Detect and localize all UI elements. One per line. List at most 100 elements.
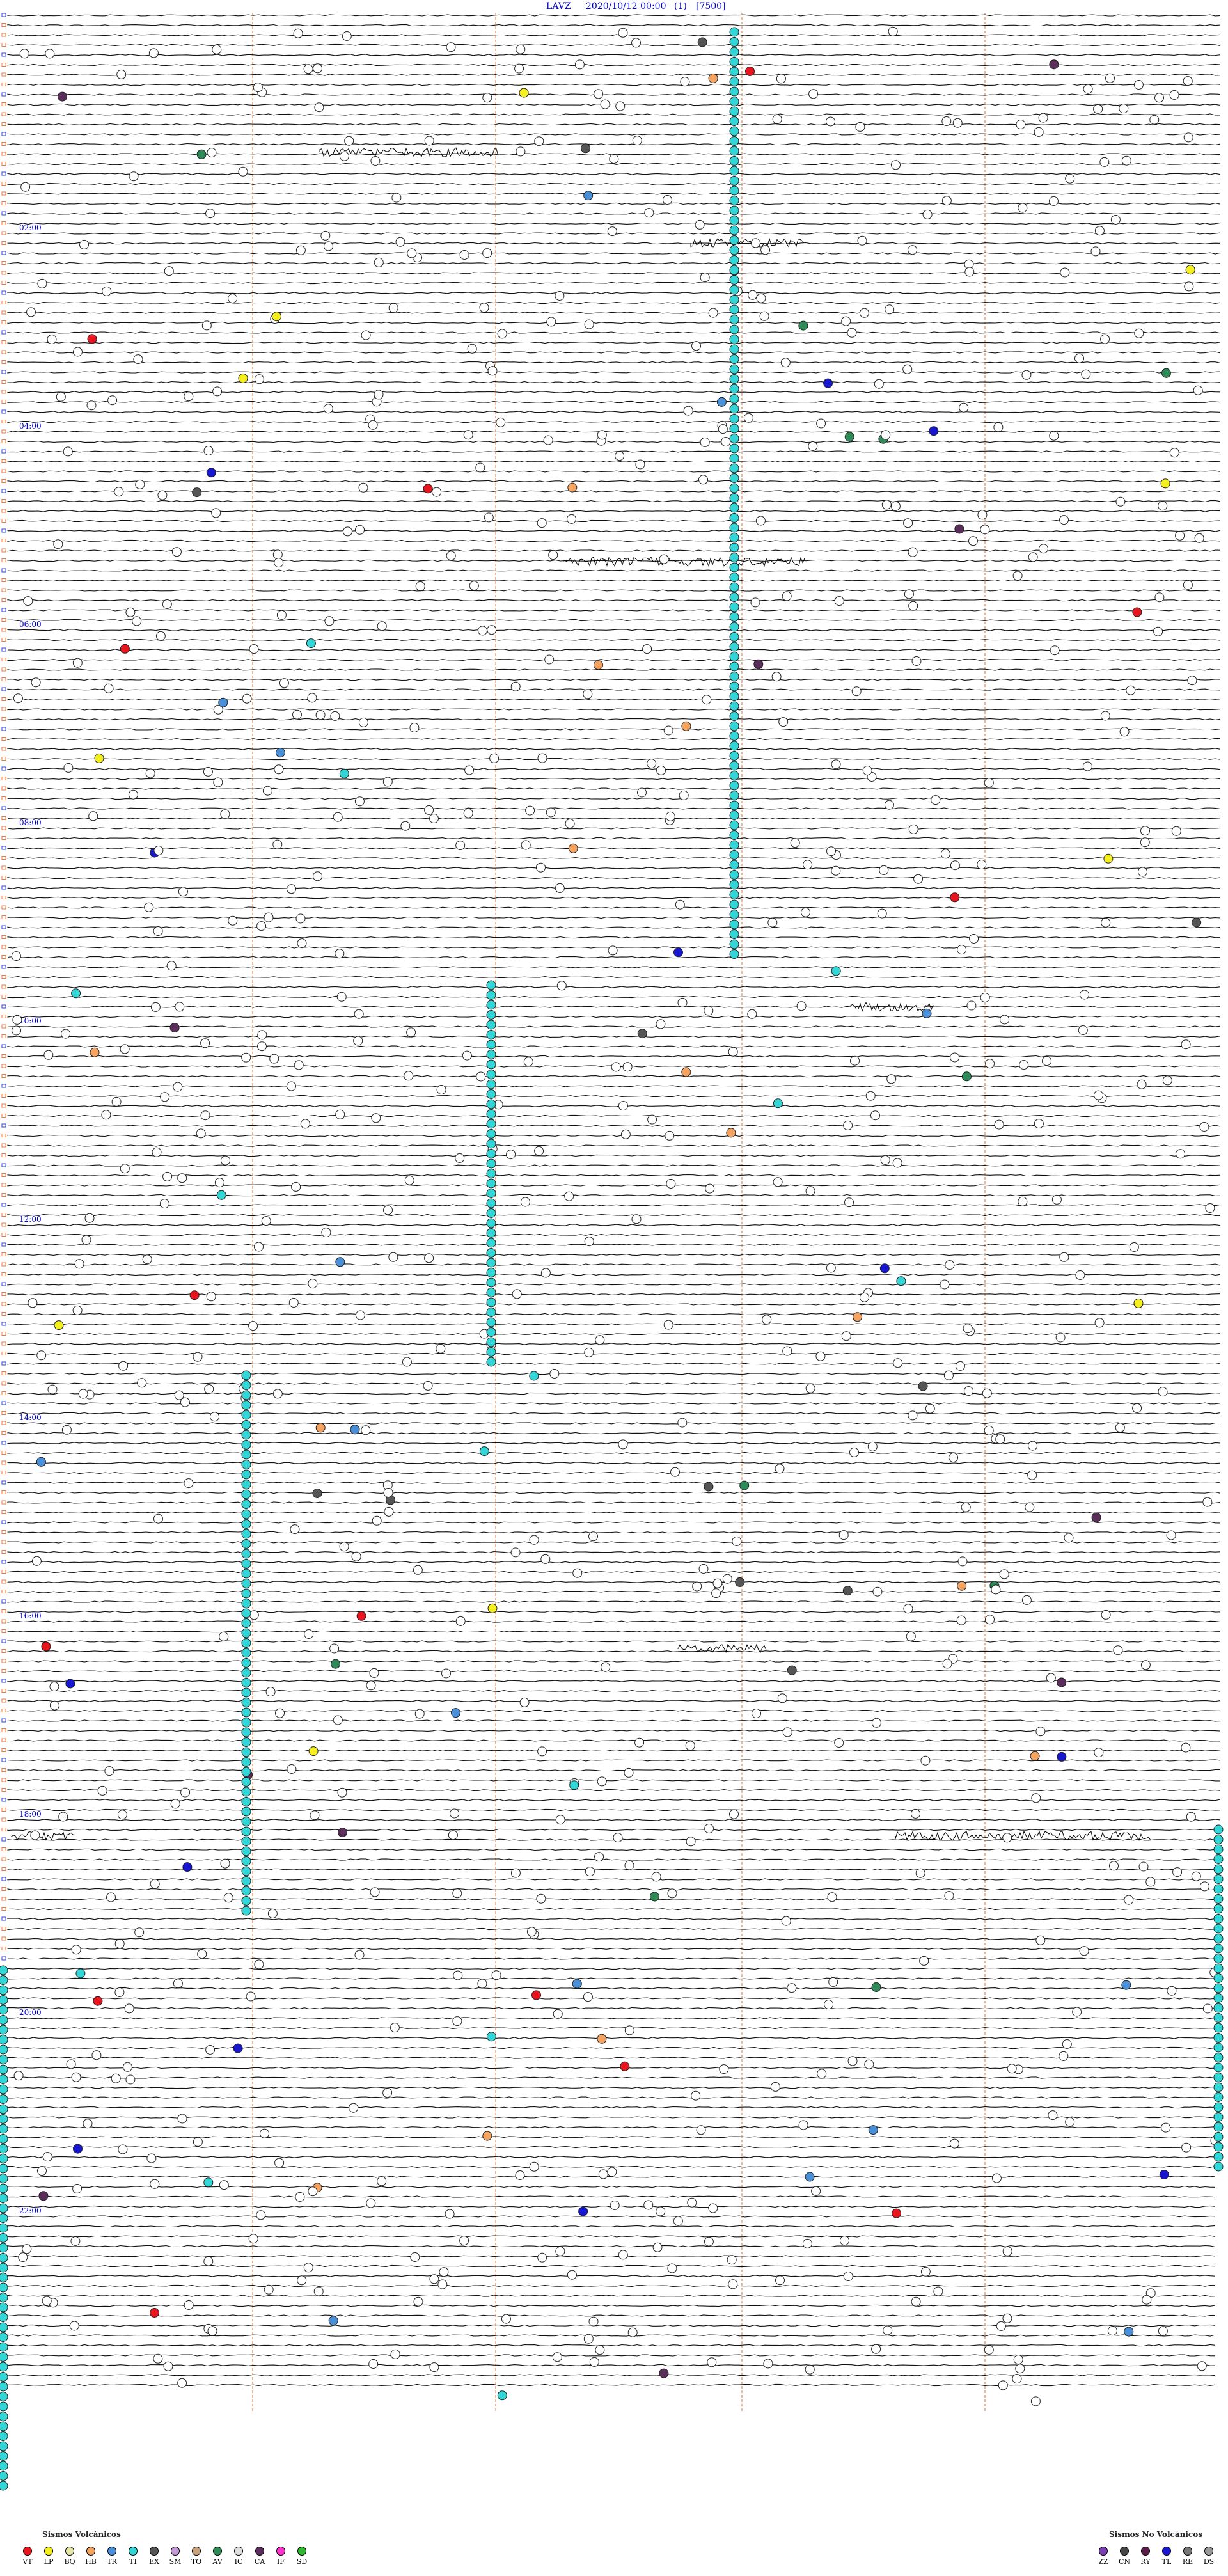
event-marker-ic (366, 1680, 376, 1691)
ti-marker (0, 2253, 8, 2263)
row-marker (1, 519, 6, 523)
row-marker (1, 1103, 6, 1108)
event-marker-ic (1183, 76, 1193, 86)
event-marker-ic (911, 1808, 920, 1819)
trace-line (7, 1590, 1221, 1593)
ti-marker (1213, 1973, 1224, 1983)
event-marker-ic (152, 1147, 162, 1157)
event-marker-ic (288, 1298, 299, 1308)
event-marker-ic (123, 2062, 132, 2072)
event-marker-ic (1072, 2007, 1082, 2017)
event-marker-ic (118, 2144, 128, 2154)
row-marker (1, 558, 6, 562)
row-marker (1, 83, 6, 86)
event-marker-ic (274, 2158, 285, 2168)
trace-line (7, 1194, 1221, 1197)
legend-dot (213, 2547, 222, 2556)
row-marker (1, 1004, 6, 1009)
event-marker-ic (607, 226, 617, 237)
row-marker (1, 1817, 6, 1822)
event-marker-ic (787, 1983, 797, 1993)
event-marker-ic (510, 681, 521, 691)
trace-line (7, 431, 1221, 433)
event-marker-ic (790, 838, 800, 848)
event-marker-ic (257, 1030, 267, 1040)
ti-marker (486, 1050, 496, 1059)
event-marker-ic (1050, 645, 1060, 656)
event-marker-ic (600, 99, 610, 109)
ti-marker (486, 1357, 496, 1367)
row-marker (1, 380, 6, 384)
event-marker-ic (72, 1305, 83, 1315)
legend-dot (1183, 2547, 1192, 2556)
trace-line (7, 1204, 1221, 1206)
event-marker-ic (670, 1467, 680, 1477)
ti-marker (0, 2084, 8, 2094)
event-marker-ic (178, 887, 188, 897)
legend-label: BQ (64, 2557, 75, 2566)
row-marker (1, 1709, 6, 1712)
ti-marker (486, 1149, 496, 1158)
event-marker-ic (529, 1535, 539, 1545)
legend-dot (276, 2547, 285, 2556)
trace-line (7, 1680, 1221, 1682)
ti-marker (241, 1430, 251, 1440)
event-marker-ic (696, 2125, 706, 2135)
event-marker-ic (728, 2279, 738, 2289)
event-marker-ic (729, 1809, 739, 1819)
signal-burst (895, 1830, 1151, 1841)
event-marker-ic (642, 644, 652, 654)
trace-line (7, 2037, 1216, 2039)
event-marker-ic (1124, 1895, 1134, 1905)
ti-marker (729, 176, 739, 186)
trace-line (7, 1650, 1221, 1653)
row-marker (1, 1718, 6, 1723)
trace-line (7, 1114, 1221, 1118)
row-marker (1, 1460, 6, 1465)
event-marker-ic (857, 235, 867, 246)
ti-marker (486, 1169, 496, 1178)
row-marker (1, 905, 6, 910)
trace-line (7, 1689, 1221, 1693)
trace-line (7, 629, 1221, 631)
event-marker-ic (656, 2206, 666, 2216)
event-marker-ic (248, 2234, 258, 2244)
ti-marker (729, 414, 739, 423)
row-marker (1, 1480, 6, 1485)
row-marker (1, 1282, 6, 1286)
event-marker-ic (368, 420, 378, 430)
event-marker-ic (540, 1268, 551, 1278)
event-marker-ic (982, 1388, 992, 1398)
ti-marker (1213, 1874, 1224, 1884)
ti-marker (486, 1308, 496, 1317)
event-marker-ic (977, 860, 987, 869)
trace-line (7, 2017, 1216, 2019)
row-marker (1, 975, 6, 979)
event-marker-ic (679, 790, 689, 800)
event-marker-ic (704, 2236, 714, 2247)
event-marker-ic (536, 862, 546, 873)
trace-line (7, 530, 1221, 532)
event-marker-ic (1154, 592, 1165, 603)
event-marker-ic (157, 490, 168, 500)
row-marker (1, 171, 6, 176)
event-marker-ic (1090, 246, 1101, 257)
event-marker (1091, 1512, 1101, 1522)
event-marker-ic (1194, 533, 1204, 543)
ti-marker (1213, 1993, 1224, 2003)
ti-marker (241, 1499, 251, 1509)
event-marker (218, 697, 228, 707)
event-marker (531, 1990, 541, 2000)
event-marker (572, 1979, 582, 1989)
event-marker (238, 373, 248, 383)
trace-line (7, 995, 1221, 999)
event-marker-ic (941, 196, 952, 206)
ti-marker (729, 681, 739, 691)
row-marker (1, 1619, 6, 1624)
trace-line (7, 1630, 1221, 1633)
legend-dot (1204, 2547, 1213, 2556)
row-marker (1, 984, 6, 989)
ti-marker (486, 1079, 496, 1089)
ti-marker (729, 434, 739, 443)
row-marker (1, 1143, 6, 1148)
